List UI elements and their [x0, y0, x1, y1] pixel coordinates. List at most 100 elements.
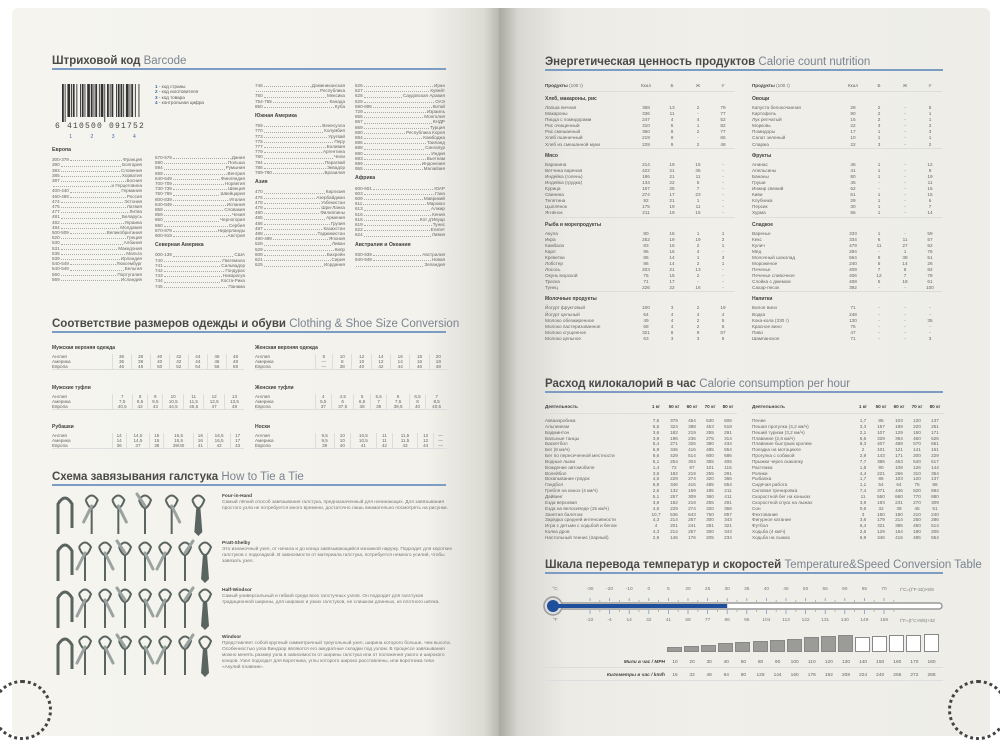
tie-step-icon	[135, 492, 153, 534]
fahrenheit-tick-label: 149	[860, 618, 869, 623]
nutrient-value: 9	[877, 254, 881, 260]
food-row: Пиво 47- - -	[752, 330, 942, 336]
leader-dots	[263, 162, 324, 164]
country-name: Куба	[334, 103, 345, 109]
country-row: 780 Чили	[255, 154, 345, 159]
nutrient-value: 15	[669, 273, 675, 279]
leader-dots	[263, 131, 324, 133]
legend-text: - контрольная цифра	[157, 100, 204, 106]
country-row: 622 Египет	[355, 227, 445, 232]
leader-dots	[172, 231, 217, 233]
size-cell: 48	[225, 359, 244, 364]
kcal-value: 241	[688, 523, 696, 529]
nutrient-value: 80	[643, 230, 649, 236]
nutrient-value: 22	[850, 123, 856, 129]
country-row: 955 Малайзия	[355, 166, 445, 171]
nutrient-value: 75	[850, 323, 856, 329]
collar-loop	[138, 541, 153, 557]
country-code: 535	[52, 250, 60, 256]
activity-row: Игра с детьми с ходьбой и бегом 4 201 241 28…	[545, 523, 737, 529]
nutrient-value: 3	[877, 141, 881, 147]
tie-blade	[84, 554, 86, 581]
tie-step-icon	[155, 588, 173, 628]
nutrient-value: -	[722, 186, 724, 192]
fahrenheit-tick-label: 14	[626, 618, 632, 623]
kcal-value: 6,5	[652, 423, 660, 429]
country-name: Сербия	[228, 222, 245, 228]
celsius-tick-label: 40	[763, 587, 770, 592]
kcal-value: 550	[877, 493, 885, 499]
tie-end	[116, 504, 128, 524]
nutrient-value: 16	[695, 285, 701, 291]
country-code: 599	[155, 170, 163, 176]
kcal-value: 214	[895, 517, 903, 523]
size-cell: 7	[369, 399, 387, 404]
nutrient-value: 7	[696, 186, 700, 192]
nutrient-value: 12	[876, 273, 882, 279]
country-code: 531	[52, 245, 60, 251]
leader-dots	[60, 248, 118, 250]
country-row: 590 Польша	[155, 160, 245, 165]
country-code: 885	[355, 140, 363, 146]
corner-dots-decoration	[0, 680, 52, 740]
nutrient-value: 3	[928, 335, 932, 341]
size-cell: 47	[203, 404, 225, 410]
country-code: 529	[255, 246, 263, 252]
country-row: 479 Шри-Ланка	[255, 205, 345, 210]
kcal-value: 530	[706, 418, 714, 423]
country-row: 775 Перу	[255, 139, 345, 144]
row-label: Европа	[52, 364, 68, 369]
barcode-bar	[123, 84, 125, 117]
leader-dots	[163, 225, 228, 227]
food-name: Морковь	[752, 123, 771, 129]
row-label: Англия	[52, 433, 67, 438]
country-code: 540-549	[52, 261, 69, 267]
food-name: Помидоры	[752, 129, 776, 135]
kcal-value: 343	[724, 529, 732, 535]
nutrient-value: 392	[849, 285, 857, 291]
speed-bar	[838, 635, 853, 652]
country-row: 474 Эстония	[52, 199, 142, 204]
leader-dots	[263, 213, 320, 215]
nutrient-value: 82	[720, 123, 726, 129]
header-col: 50 кг	[668, 404, 680, 409]
nutrient-value: 38	[902, 254, 908, 260]
kmh-value: 240	[876, 673, 885, 678]
kcal-value: 5,4	[652, 441, 660, 447]
kcal-value: 3,6	[652, 470, 660, 476]
activity-row: Поездка на мотоцикле 2 101 121 141 161	[752, 447, 944, 453]
country-row: 626 Иран	[355, 83, 445, 88]
nutrient-value: -	[904, 192, 906, 198]
country-name: Албания	[123, 240, 142, 246]
country-name: Таджикистан	[317, 231, 346, 237]
kcal-value: 11	[860, 493, 866, 499]
country-row: 540-549 Бельгия	[52, 266, 142, 271]
size-cell: 12	[351, 354, 372, 359]
country-name: Черногория	[219, 217, 245, 223]
size-cell: 14,5	[125, 433, 150, 438]
activity-name: Пение	[752, 418, 766, 423]
country-name: Индонезия	[421, 161, 445, 167]
country-code: 740	[155, 257, 163, 263]
leader-dots	[263, 96, 326, 98]
nutrient-value: 63	[643, 335, 649, 341]
kcal-value: 5,1	[652, 493, 660, 499]
country-name: Уругвай	[328, 133, 345, 139]
food-name: Лапша яичная	[545, 105, 577, 110]
size-cell: 44	[417, 443, 434, 449]
activity-name: Сидячая работа	[752, 482, 788, 488]
nutrient-value: -	[904, 161, 906, 167]
nutrient-value: -	[904, 210, 906, 216]
tie-step-icon	[56, 590, 74, 628]
tie-knot-description: Half-Windsor Самый универсальный и гибкий…	[222, 588, 452, 606]
country-row: 741 Сальвадор	[155, 263, 245, 268]
tie-step-icon	[155, 541, 173, 581]
nutrient-value: 27	[902, 242, 908, 248]
kcal-value: 129	[895, 429, 903, 435]
tie-blade	[124, 648, 126, 675]
food-row: Лосось 203 21 13-	[545, 267, 735, 273]
fahrenheit-tick-label: 95	[744, 618, 750, 623]
kcal-value: 251	[931, 423, 939, 429]
leader-dots	[263, 244, 331, 246]
kcal-value: 304	[688, 458, 696, 464]
